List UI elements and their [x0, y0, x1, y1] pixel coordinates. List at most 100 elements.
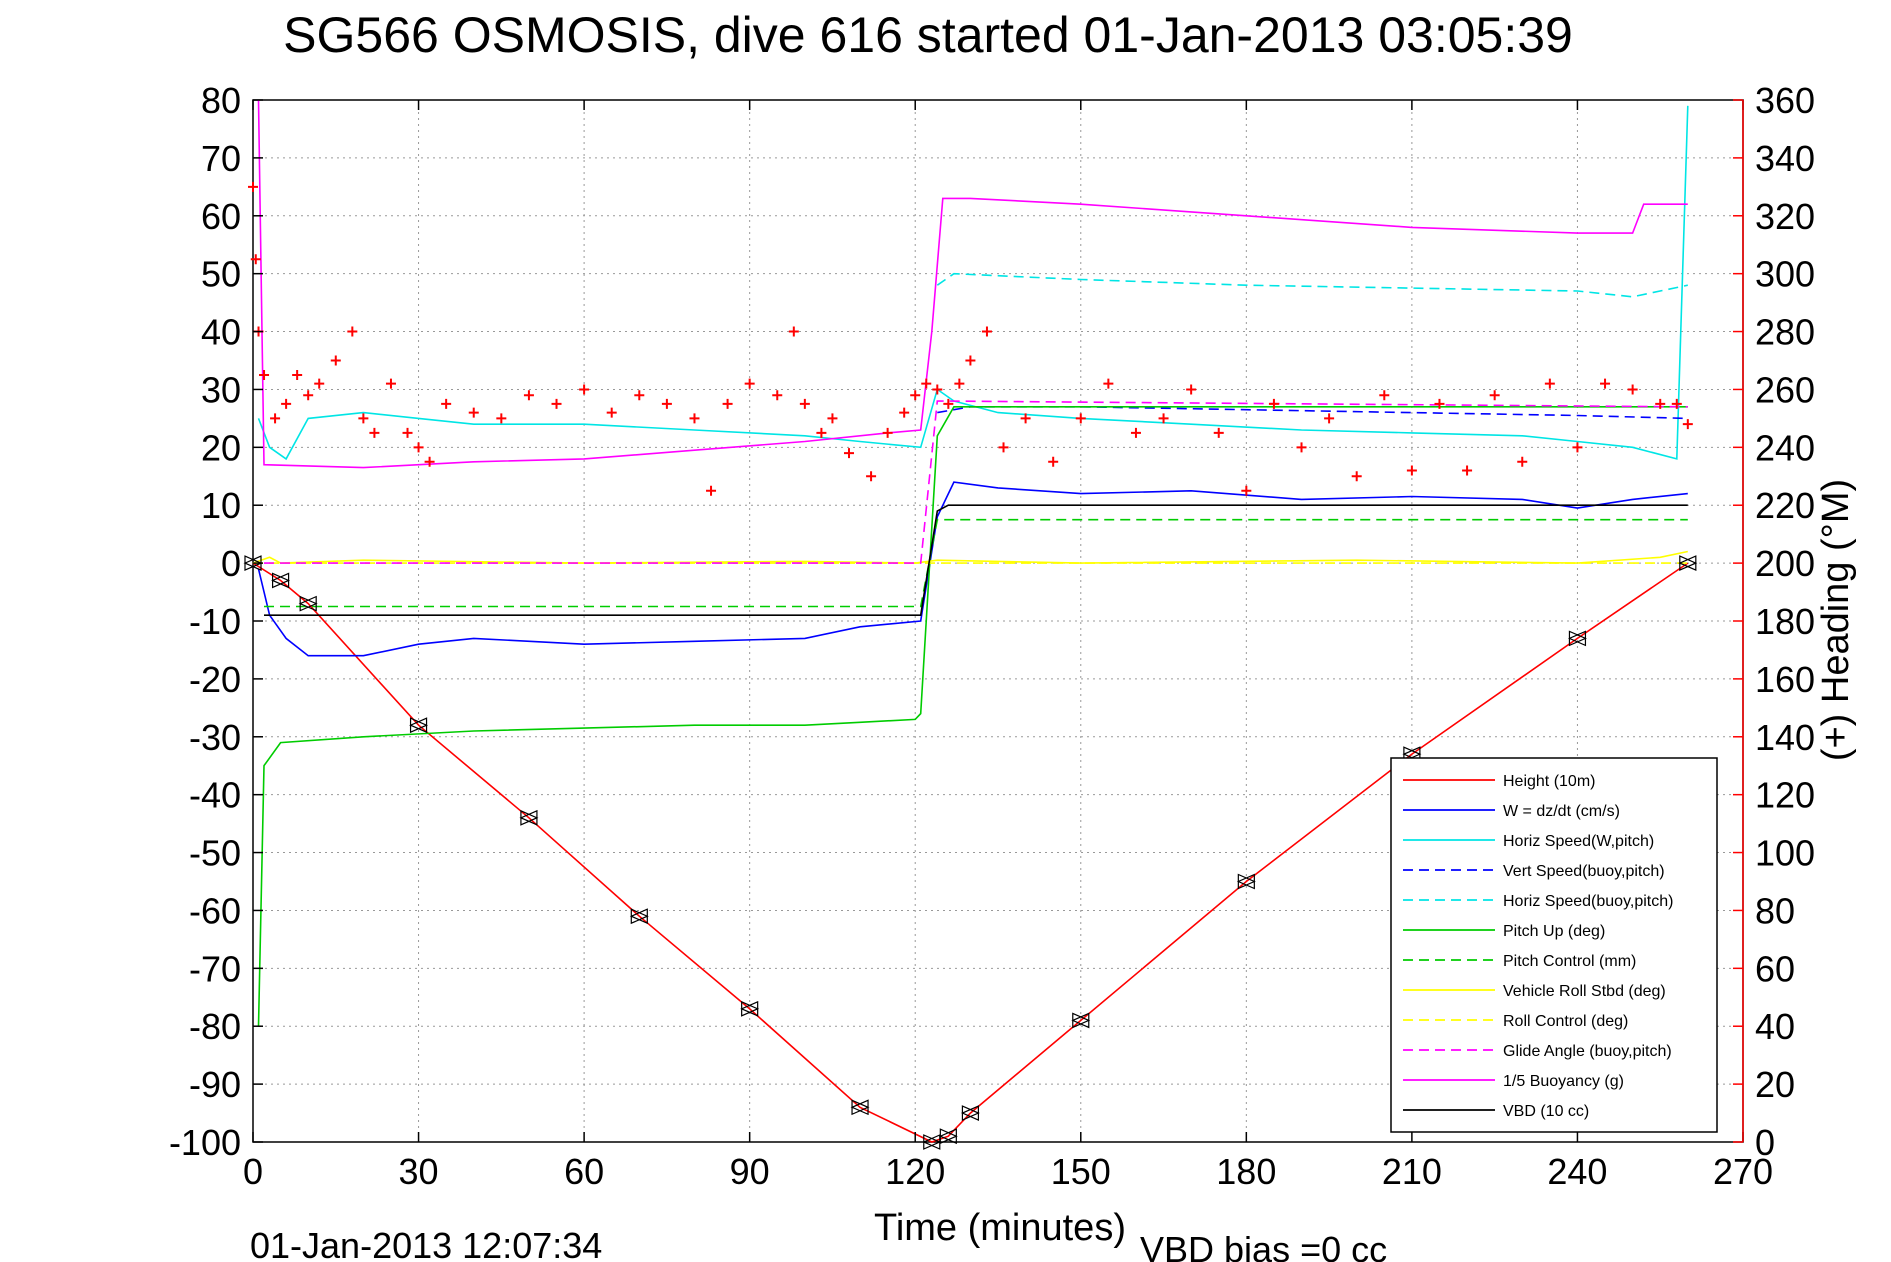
- heading-marker: [932, 384, 943, 395]
- right-y-tick-label: 120: [1755, 775, 1815, 816]
- heading-marker: [330, 355, 341, 366]
- heading-marker: [1268, 398, 1279, 409]
- heading-marker: [606, 407, 617, 418]
- right-y-tick-label: 260: [1755, 369, 1815, 410]
- heading-marker: [1296, 442, 1307, 453]
- plot-series: [243, 99, 1698, 1150]
- x-tick-label: 270: [1713, 1151, 1773, 1192]
- legend-label: Pitch Up (deg): [1503, 923, 1605, 940]
- y-tick-label: 0: [221, 543, 241, 584]
- heading-marker: [1103, 378, 1114, 389]
- series-line: [264, 518, 1688, 608]
- right-y-tick-label: 240: [1755, 427, 1815, 468]
- heading-marker: [1462, 465, 1473, 476]
- depth-marker: [519, 809, 539, 826]
- right-y-tick-label: 20: [1755, 1064, 1795, 1105]
- legend-label: Horiz Speed(W,pitch): [1503, 833, 1654, 850]
- heading-marker: [1186, 384, 1197, 395]
- heading-marker: [1158, 413, 1169, 424]
- heading-marker: [661, 398, 672, 409]
- heading-marker: [788, 326, 799, 337]
- heading-marker: [1434, 398, 1445, 409]
- right-y-tick-label: 200: [1755, 543, 1815, 584]
- heading-marker: [1351, 471, 1362, 482]
- right-y-tick-label: 180: [1755, 601, 1815, 642]
- x-tick-label: 240: [1547, 1151, 1607, 1192]
- depth-marker: [1071, 1012, 1091, 1029]
- y-tick-label: -30: [189, 717, 241, 758]
- legend-label: Glide Angle (buoy,pitch): [1503, 1043, 1672, 1060]
- series-line: [936, 272, 1688, 298]
- heading-marker: [281, 398, 292, 409]
- heading-marker: [921, 378, 932, 389]
- heading-marker: [1020, 413, 1031, 424]
- heading-marker: [899, 407, 910, 418]
- right-y-tick-label: 100: [1755, 833, 1815, 874]
- legend-label: Height (10m): [1503, 773, 1595, 790]
- x-tick-label: 90: [730, 1151, 770, 1192]
- chart-title: SG566 OSMOSIS, dive 616 started 01-Jan-2…: [283, 7, 1573, 63]
- heading-marker: [1379, 390, 1390, 401]
- series-line: [257, 105, 1689, 461]
- right-y-tick-label: 160: [1755, 659, 1815, 700]
- y-tick-label: -90: [189, 1064, 241, 1105]
- heading-marker: [424, 456, 435, 467]
- x-tick-label: 120: [885, 1151, 945, 1192]
- x-tick-label: 180: [1216, 1151, 1276, 1192]
- right-y-tick-label: 320: [1755, 196, 1815, 237]
- heading-marker: [270, 413, 281, 424]
- x-tick-label: 30: [399, 1151, 439, 1192]
- y-tick-label: -60: [189, 890, 241, 931]
- heading-marker: [1489, 390, 1500, 401]
- series-line: [252, 562, 1689, 1143]
- y-tick-label: 30: [201, 369, 241, 410]
- right-y-tick-label: 60: [1755, 948, 1795, 989]
- heading-marker: [882, 427, 893, 438]
- heading-marker: [1213, 427, 1224, 438]
- x-tick-label: 0: [243, 1151, 263, 1192]
- series-line: [264, 400, 1688, 564]
- heading-marker: [634, 390, 645, 401]
- heading-marker: [259, 369, 270, 380]
- x-axis-label: Time (minutes): [874, 1207, 1126, 1249]
- heading-marker: [910, 390, 921, 401]
- footer-timestamp: 01-Jan-2013 12:07:34: [250, 1225, 602, 1262]
- heading-marker: [1600, 378, 1611, 389]
- heading-marker: [292, 369, 303, 380]
- heading-marker: [1671, 398, 1682, 409]
- heading-marker: [689, 413, 700, 424]
- heading-marker: [1627, 384, 1638, 395]
- footer-vbd-bias: VBD bias =0 cc: [1140, 1229, 1387, 1262]
- heading-marker: [998, 442, 1009, 453]
- heading-marker: [523, 390, 534, 401]
- right-y-tick-label: 220: [1755, 485, 1815, 526]
- heading-marker: [943, 398, 954, 409]
- heading-marker: [954, 378, 965, 389]
- right-y-tick-label: 280: [1755, 312, 1815, 353]
- legend-label: Pitch Control (mm): [1503, 953, 1636, 970]
- heading-marker: [250, 254, 261, 265]
- heading-marker: [468, 407, 479, 418]
- right-y-tick-label: 340: [1755, 138, 1815, 179]
- depth-marker: [938, 1128, 958, 1145]
- legend-label: Vert Speed(buoy,pitch): [1503, 863, 1665, 880]
- heading-marker: [706, 485, 717, 496]
- heading-marker: [1655, 398, 1666, 409]
- legend-label: Vehicle Roll Stbd (deg): [1503, 983, 1666, 1000]
- heading-marker: [827, 413, 838, 424]
- depth-marker: [298, 595, 318, 612]
- legend-box: [1390, 757, 1718, 1133]
- heading-marker: [799, 398, 810, 409]
- heading-marker: [248, 181, 258, 192]
- y-tick-label: 70: [201, 138, 241, 179]
- series-line: [257, 99, 1688, 469]
- right-axis-label: (+) Heading (°M): [1815, 479, 1857, 761]
- x-tick-label: 60: [564, 1151, 604, 1192]
- right-y-tick-label: 40: [1755, 1006, 1795, 1047]
- legend: Height (10m) W = dz/dt (cm/s) Horiz Speed(…: [1390, 757, 1718, 1133]
- y-tick-label: -20: [189, 659, 241, 700]
- heading-marker: [744, 378, 755, 389]
- heading-marker: [722, 398, 733, 409]
- y-tick-label: -40: [189, 775, 241, 816]
